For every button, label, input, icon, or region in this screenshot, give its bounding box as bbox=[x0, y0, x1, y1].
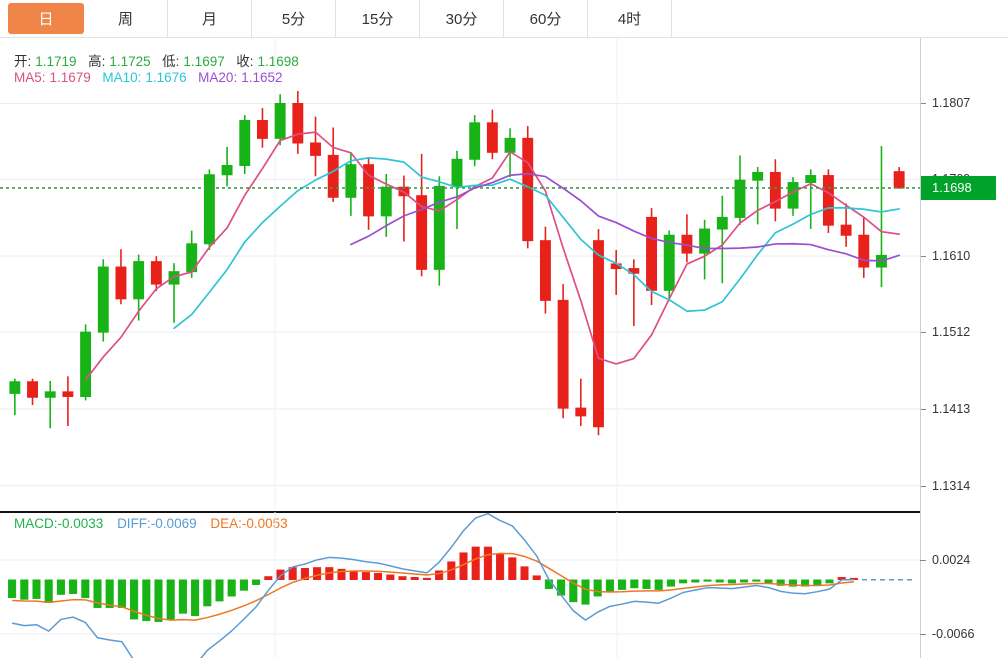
ma-legend: MA5: 1.1679 MA10: 1.1676 MA20: 1.1652 bbox=[14, 70, 287, 85]
macd-axis-tick: 0.0024 bbox=[932, 553, 971, 568]
ma20-value: 1.1652 bbox=[241, 70, 283, 85]
diff-value: DIFF:-0.0069 bbox=[117, 516, 197, 531]
tab-week[interactable]: 周 bbox=[84, 0, 168, 37]
price-axis-tick: 1.1512 bbox=[932, 325, 971, 340]
price-axis-tick: 1.1413 bbox=[932, 401, 971, 416]
tab-15min[interactable]: 15分 bbox=[336, 0, 420, 37]
tab-label: 4时 bbox=[617, 11, 642, 28]
price-axis-tickmark bbox=[920, 485, 926, 487]
price-axis: 1.18071.17091.16101.15121.14131.13141.16… bbox=[920, 38, 1008, 512]
tabbar-filler bbox=[672, 0, 1008, 37]
tab-month[interactable]: 月 bbox=[168, 0, 252, 37]
tab-label: 30分 bbox=[445, 11, 478, 28]
price-axis-tickmark bbox=[920, 332, 926, 334]
low-label: 低: bbox=[162, 54, 180, 69]
close-value: 1.1698 bbox=[257, 54, 299, 69]
current-price-badge: 1.1698 bbox=[920, 175, 996, 200]
low-value: 1.1697 bbox=[183, 54, 225, 69]
ma5-value: 1.1679 bbox=[49, 70, 91, 85]
price-axis-tickmark bbox=[920, 103, 926, 105]
price-axis-tick: 1.1610 bbox=[932, 249, 971, 264]
price-axis-tick: 1.1314 bbox=[932, 478, 971, 493]
tab-4hour[interactable]: 4时 bbox=[588, 0, 672, 37]
ma10-value: 1.1676 bbox=[145, 70, 187, 85]
open-label: 开: bbox=[14, 54, 32, 69]
tab-30min[interactable]: 30分 bbox=[420, 0, 504, 37]
price-axis-tick: 1.1807 bbox=[932, 96, 971, 111]
close-label: 收: bbox=[236, 54, 254, 69]
macd-value: MACD:-0.0033 bbox=[14, 516, 104, 531]
macd-legend: MACD:-0.0033 DIFF:-0.0069 DEA:-0.0053 bbox=[14, 516, 298, 531]
tab-label: 15分 bbox=[361, 11, 394, 28]
ohlc-legend: 开: 1.1719 高: 1.1725 低: 1.1697 收: 1.1698 bbox=[14, 50, 303, 70]
tab-5min[interactable]: 5分 bbox=[252, 0, 336, 37]
price-axis-tickmark bbox=[920, 408, 926, 410]
tab-label: 月 bbox=[201, 11, 217, 28]
price-axis-tickmark bbox=[920, 256, 926, 258]
macd-axis: 0.0024 -0.0066 bbox=[920, 512, 1008, 658]
high-label: 高: bbox=[88, 54, 106, 69]
tab-label: 60分 bbox=[529, 11, 562, 28]
ma20-label: MA20: bbox=[198, 70, 238, 85]
tab-label: 周 bbox=[117, 11, 133, 28]
axis-divider bbox=[920, 38, 921, 658]
panel-divider bbox=[0, 511, 920, 513]
ma5-label: MA5: bbox=[14, 70, 46, 85]
tab-day[interactable]: 日 bbox=[8, 3, 84, 34]
macd-axis-tickmark bbox=[920, 633, 926, 635]
tab-60min[interactable]: 60分 bbox=[504, 0, 588, 37]
ma10-label: MA10: bbox=[102, 70, 142, 85]
tab-label: 5分 bbox=[281, 11, 306, 28]
macd-axis-tickmark bbox=[920, 560, 926, 562]
high-value: 1.1725 bbox=[109, 54, 151, 69]
macd-axis-tick: -0.0066 bbox=[932, 626, 975, 641]
tab-label: 日 bbox=[38, 11, 54, 28]
macd-chart bbox=[0, 512, 920, 658]
open-value: 1.1719 bbox=[35, 54, 77, 69]
dea-value: DEA:-0.0053 bbox=[210, 516, 288, 531]
candlestick-chart bbox=[0, 38, 920, 512]
timeframe-tabbar: 日 周 月 5分 15分 30分 60分 4时 bbox=[0, 0, 1008, 38]
